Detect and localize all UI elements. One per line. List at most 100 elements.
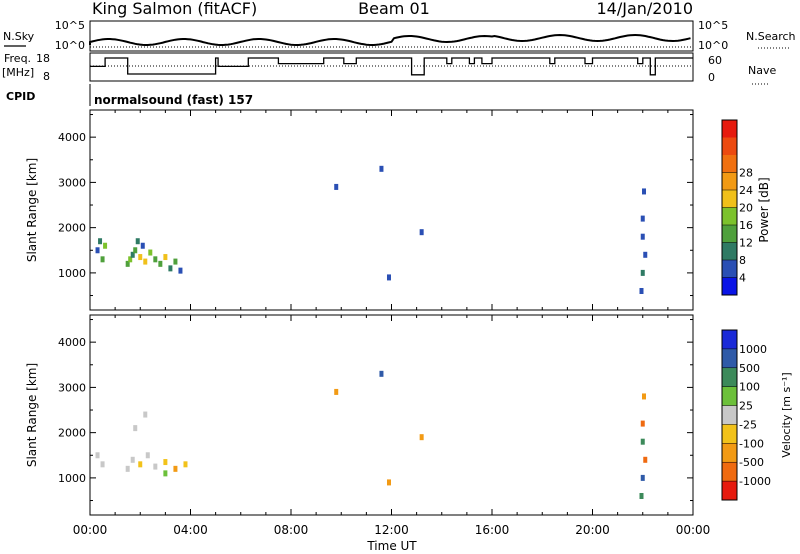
echo-cell <box>135 238 140 245</box>
velocity-colorbar-ticks: 1000 500 100 25 -25 -100 -500 -1000 <box>722 343 771 488</box>
colorbar-tick-label: 1000 <box>739 343 767 356</box>
y-tick-label: 1000 <box>58 267 86 280</box>
colorbar-swatch <box>722 386 737 407</box>
echo-cell <box>143 258 148 265</box>
colorbar-swatch <box>722 367 737 388</box>
colorbar-swatch <box>722 330 737 350</box>
echo-cell <box>173 258 178 265</box>
colorbar-tick-label: 100 <box>739 381 760 394</box>
echo-cell <box>639 287 644 294</box>
echo-cell <box>158 260 163 267</box>
cpid-text: normalsound (fast) 157 <box>94 93 253 107</box>
echo-cell <box>95 247 100 254</box>
echo-cell <box>178 267 183 274</box>
echo-cell <box>643 456 648 463</box>
echo-cell <box>640 474 645 481</box>
echo-cell <box>643 251 648 258</box>
nsky-panel: N.Sky 10^5 10^0 10^5 10^0 N.Search <box>3 19 796 52</box>
echo-cell <box>98 238 103 245</box>
nsearch-axis-top: 10^5 <box>698 19 728 32</box>
echo-cell <box>379 370 384 377</box>
echo-cell <box>153 463 158 470</box>
y-tick-label: 4000 <box>58 131 86 144</box>
colorbar-frame <box>721 329 738 501</box>
nave-label: Nave <box>748 64 776 77</box>
echo-cell <box>419 434 424 441</box>
velocity-colorbar-swatches <box>721 329 738 501</box>
y-tick-label: 3000 <box>58 381 86 394</box>
power-marks <box>95 165 648 294</box>
station-title: King Salmon (fitACF) <box>92 0 257 18</box>
x-tick-label: 12:00 <box>374 523 409 537</box>
velocity-x-ticks <box>89 315 694 515</box>
echo-cell <box>640 438 645 445</box>
y-tick-label: 2000 <box>58 222 86 235</box>
freq-trace <box>90 57 693 76</box>
x-tick-label: 00:00 <box>676 523 711 537</box>
echo-cell <box>386 479 391 486</box>
power-colorbar-label: Power [dB] <box>757 177 771 242</box>
colorbar-swatch <box>722 155 737 173</box>
colorbar-swatch <box>722 462 737 482</box>
velocity-marks <box>95 370 648 499</box>
colorbar-tick-label: -25 <box>739 418 757 431</box>
echo-cell <box>95 452 100 459</box>
power-y-axis-label: Slant Range [km] <box>25 158 39 262</box>
echo-cell <box>163 459 168 466</box>
y-tick-label: 4000 <box>58 336 86 349</box>
colorbar-swatch <box>722 481 737 501</box>
beam-title: Beam 01 <box>358 0 430 18</box>
colorbar-swatch <box>722 172 737 191</box>
echo-cell <box>130 456 135 463</box>
x-tick-label: 20:00 <box>575 523 610 537</box>
velocity-y-ticks: 1000 2000 3000 4000 <box>58 319 693 502</box>
echo-cell <box>640 420 645 427</box>
echo-cell <box>640 233 645 240</box>
x-tick-label: 00:00 <box>73 523 108 537</box>
echo-cell <box>133 247 138 254</box>
echo-cell <box>163 470 168 477</box>
colorbar-swatch <box>722 190 737 208</box>
echo-cell <box>173 465 178 472</box>
echo-cell <box>642 393 647 400</box>
power-colorbar-swatches <box>721 119 738 296</box>
colorbar-tick-label: 20 <box>739 202 753 215</box>
colorbar-tick-label: -500 <box>739 456 764 469</box>
y-tick-label: 2000 <box>58 427 86 440</box>
colorbar-tick-label: 16 <box>739 219 753 232</box>
velocity-plot-frame <box>89 314 694 516</box>
velocity-colorbar-label: Velocity [m s⁻¹] <box>780 372 793 457</box>
nsearch-label: N.Search <box>746 30 796 43</box>
freq-label: Freq. <box>4 52 31 65</box>
colorbar-swatch <box>722 405 737 425</box>
echo-cell <box>125 465 130 472</box>
time-axis-labels: 00:00 04:00 08:00 12:00 16:00 20:00 00:00 <box>73 523 711 537</box>
colorbar-swatch <box>722 242 737 261</box>
echo-cell <box>100 461 105 468</box>
echo-cell <box>386 274 391 281</box>
colorbar-tick-label: 25 <box>739 400 753 413</box>
colorbar-swatch <box>722 424 737 444</box>
colorbar-tick-label: 28 <box>739 167 753 180</box>
power-colorbar: 4 8 12 16 20 24 28 Power [dB] <box>721 119 771 296</box>
velocity-colorbar: 1000 500 100 25 -25 -100 -500 -1000 Velocity [m… <box>721 329 793 501</box>
nsearch-axis-bottom: 10^0 <box>698 39 728 52</box>
colorbar-tick-label: 24 <box>739 184 753 197</box>
nsky-line <box>89 33 691 46</box>
echo-cell <box>138 254 143 261</box>
y-tick-label: 3000 <box>58 176 86 189</box>
echo-cell <box>168 265 173 272</box>
echo-cell <box>140 242 145 249</box>
echo-cell <box>153 256 158 263</box>
freq-axis-top: 18 <box>36 52 50 65</box>
colorbar-swatch <box>722 443 737 463</box>
colorbar-swatch <box>722 348 737 369</box>
echo-cell <box>419 229 424 236</box>
power-plot-frame <box>89 109 694 311</box>
cpid-row: CPID normalsound (fast) 157 <box>6 84 253 107</box>
velocity-y-axis-label: Slant Range [km] <box>25 363 39 467</box>
echo-cell <box>640 269 645 276</box>
freq-axis-bottom: 8 <box>43 70 50 83</box>
colorbar-swatch <box>722 137 737 156</box>
